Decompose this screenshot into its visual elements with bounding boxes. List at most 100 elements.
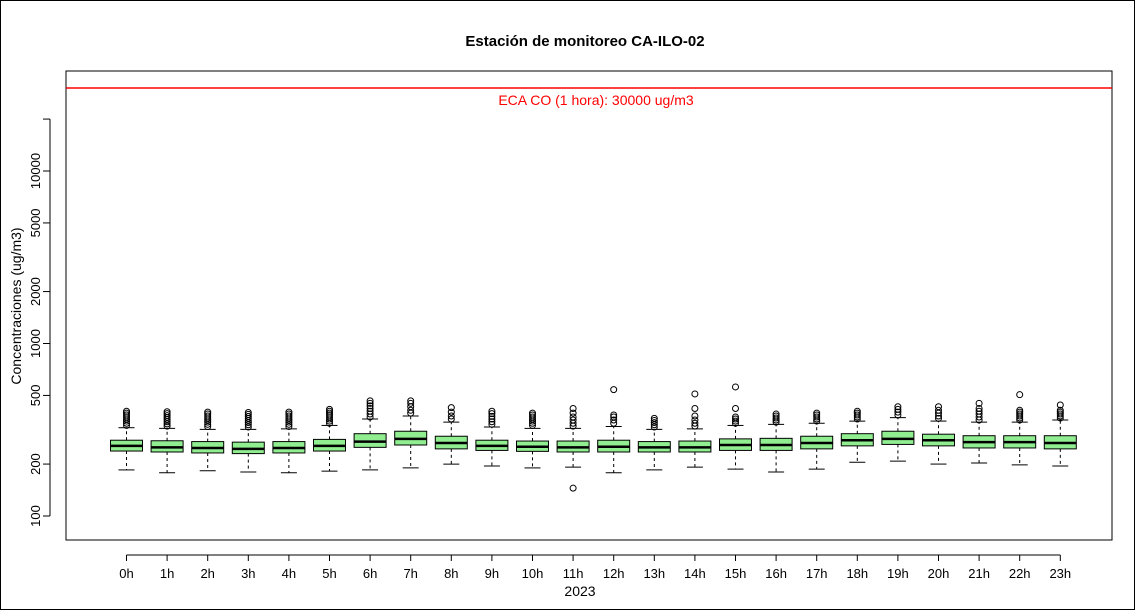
- outlier-point: [447, 412, 455, 420]
- box-19h: [881, 403, 915, 462]
- box-5h: [313, 405, 346, 472]
- outlier-point: [529, 413, 536, 421]
- outlier-point: [447, 408, 455, 416]
- y-tick-label: 500: [28, 385, 43, 407]
- outlier-point: [691, 404, 699, 412]
- x-tick-label: 4h: [282, 566, 296, 581]
- outlier-point: [326, 407, 333, 415]
- outlier-point: [1056, 406, 1064, 414]
- outlier-point: [529, 411, 536, 419]
- outlier-point: [813, 409, 821, 417]
- outlier-point: [691, 416, 699, 424]
- box-9h: [475, 407, 509, 467]
- box-13h: [637, 414, 671, 471]
- x-tick-label: 7h: [403, 566, 417, 581]
- outlier-point: [244, 410, 252, 418]
- y-axis-label: Concentraciones (ug/m3): [8, 227, 24, 384]
- outlier-point: [1016, 406, 1024, 414]
- box-14h: [678, 390, 712, 468]
- box-15h: [719, 383, 752, 470]
- box-22h: [1003, 391, 1037, 466]
- outlier-point: [488, 410, 496, 418]
- outlier-point: [285, 423, 293, 431]
- outlier-point: [529, 409, 536, 417]
- box-4h: [272, 408, 306, 474]
- x-tick-label: 18h: [846, 566, 868, 581]
- x-tick-label: 14h: [684, 566, 706, 581]
- x-tick-label: 9h: [485, 566, 499, 581]
- outlier-point: [1016, 410, 1024, 418]
- outlier-point: [610, 416, 618, 424]
- x-tick-label: 3h: [241, 566, 255, 581]
- outlier-point: [1056, 401, 1064, 409]
- box-23h: [1043, 401, 1077, 467]
- outlier-point: [488, 420, 496, 428]
- x-axis: 0h 1h 2h 3h 4h 5h 6h 7h 8h 9h 10h 11h 12h 13h 14h 15h 16…: [119, 554, 1071, 581]
- outlier-point: [569, 416, 577, 424]
- outlier-point: [488, 418, 496, 426]
- outlier-point: [894, 408, 902, 416]
- outlier-point: [650, 414, 658, 422]
- outlier-point: [407, 406, 415, 414]
- box-7h: [394, 397, 428, 469]
- box-11h: [556, 404, 590, 492]
- outlier-point: [123, 409, 130, 417]
- outlier-point: [204, 408, 212, 416]
- outlier-point: [813, 413, 821, 421]
- outlier-point: [691, 412, 699, 420]
- y-tick-label: 2000: [28, 277, 43, 306]
- outlier-point: [1016, 391, 1024, 399]
- outlier-point: [244, 412, 252, 420]
- chart-title: Estación de monitoreo CA-ILO-02: [465, 33, 704, 50]
- outlier-point: [894, 403, 902, 411]
- x-tick-label: 19h: [887, 566, 909, 581]
- outlier-point: [732, 383, 739, 391]
- outlier-point: [610, 386, 618, 394]
- outlier-point: [732, 413, 739, 421]
- box-17h: [800, 409, 834, 470]
- outlier-point: [569, 484, 577, 492]
- outlier-point: [732, 404, 739, 412]
- outlier-point: [650, 423, 658, 431]
- outlier-point: [204, 423, 212, 431]
- x-tick-label: 11h: [563, 566, 584, 581]
- x-tick-label: 6h: [363, 566, 377, 581]
- outlier-point: [488, 407, 496, 415]
- outlier-point: [1056, 408, 1064, 416]
- outlier-point: [407, 397, 415, 405]
- x-axis-label: 2023: [564, 583, 595, 599]
- outlier-point: [285, 412, 293, 420]
- x-tick-label: 21h: [968, 566, 990, 581]
- outlier-point: [853, 411, 861, 419]
- outlier-point: [163, 412, 171, 420]
- box-20h: [922, 403, 955, 465]
- outlier-point: [853, 407, 861, 415]
- outlier-point: [732, 417, 739, 425]
- x-tick-label: 17h: [806, 566, 828, 581]
- box-0h: [110, 407, 143, 471]
- outlier-point: [163, 410, 171, 418]
- outlier-point: [163, 408, 171, 416]
- x-tick-label: 5h: [322, 566, 336, 581]
- y-tick-label: 100: [28, 505, 43, 527]
- box-3h: [231, 409, 265, 473]
- y-tick-label: 10000: [28, 153, 43, 189]
- box-6h: [353, 397, 387, 471]
- outlier-point: [813, 411, 821, 419]
- box-2h: [191, 408, 225, 472]
- outlier-point: [772, 410, 780, 418]
- box-8h: [434, 404, 468, 465]
- box-18h: [840, 407, 874, 463]
- outlier-point: [1056, 410, 1064, 418]
- x-tick-label: 22h: [1009, 566, 1031, 581]
- x-tick-label: 16h: [765, 566, 787, 581]
- outlier-point: [975, 404, 983, 412]
- outlier-point: [691, 419, 699, 427]
- box-1h: [150, 408, 184, 474]
- outlier-point: [772, 414, 780, 422]
- outlier-point: [569, 404, 577, 412]
- outlier-point: [935, 414, 942, 422]
- outlier-point: [1016, 408, 1024, 416]
- outlier-point: [853, 409, 861, 417]
